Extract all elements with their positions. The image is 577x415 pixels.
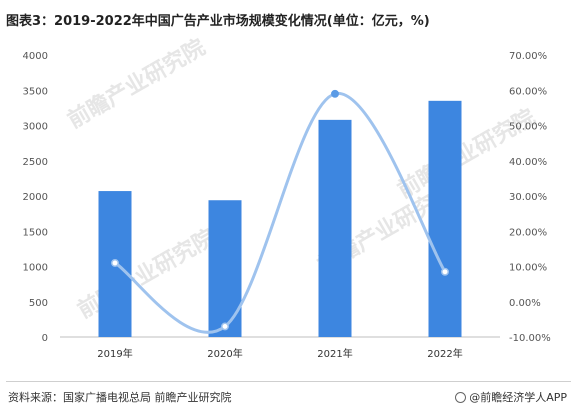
- left-tick-label: 2500: [23, 157, 48, 168]
- right-tick-label: 60.00%: [509, 86, 547, 97]
- left-axis: 0 500 1000 1500 2000 2500 3000 3500 4000: [23, 51, 48, 344]
- line-series: [111, 89, 449, 334]
- brand-text: @前瞻经济学人APP: [469, 391, 567, 404]
- left-tick-label: 500: [29, 298, 48, 309]
- left-tick-label: 2000: [23, 192, 48, 203]
- line-point: [111, 259, 119, 267]
- bar-series: [98, 100, 462, 337]
- line-point: [331, 89, 339, 98]
- x-tick-label: 2022年: [427, 347, 462, 360]
- left-tick-label: 3000: [23, 122, 48, 133]
- right-tick-label: 70.00%: [509, 51, 547, 62]
- chart-title: 图表3：2019-2022年中国广告产业市场规模变化情况(单位：亿元，%): [6, 14, 430, 29]
- left-tick-label: 1500: [23, 227, 48, 238]
- growth-line: [113, 92, 447, 334]
- watermark-text: 前瞻产业研究院: [73, 224, 219, 324]
- right-tick-label: 50.00%: [509, 122, 547, 133]
- right-tick-label: 20.00%: [509, 227, 547, 238]
- line-point: [441, 267, 449, 276]
- footer-divider: [6, 381, 571, 382]
- right-tick-label: -10.00%: [509, 333, 551, 344]
- source-text: 资料来源：国家广播电视总局 前瞻产业研究院: [8, 391, 232, 404]
- line-point: [221, 322, 229, 331]
- bar: [208, 200, 242, 337]
- right-tick-label: 0.00%: [509, 298, 541, 309]
- watermark-text: 前瞻产业研究院: [63, 34, 209, 134]
- left-tick-label: 1000: [23, 263, 48, 274]
- x-tick-label: 2020年: [207, 347, 242, 360]
- right-tick-label: 30.00%: [509, 192, 547, 203]
- right-axis: -10.00% 0.00% 10.00% 20.00% 30.00% 40.00% 50.0…: [509, 51, 551, 344]
- brand-logo-icon: [455, 392, 467, 403]
- left-tick-label: 0: [42, 333, 48, 344]
- left-tick-label: 4000: [23, 51, 48, 62]
- x-tick-label: 2021年: [317, 347, 352, 360]
- bar: [428, 100, 462, 337]
- watermark-text: 前瞻产业研究院: [393, 104, 539, 204]
- right-tick-label: 10.00%: [509, 263, 547, 274]
- left-tick-label: 3500: [23, 86, 48, 97]
- x-tick-label: 2019年: [97, 347, 132, 360]
- bar: [318, 119, 352, 337]
- x-axis: 2019年 2020年 2021年 2022年: [97, 347, 462, 360]
- right-tick-label: 40.00%: [509, 157, 547, 168]
- brand-credit: @前瞻经济学人APP: [455, 389, 567, 405]
